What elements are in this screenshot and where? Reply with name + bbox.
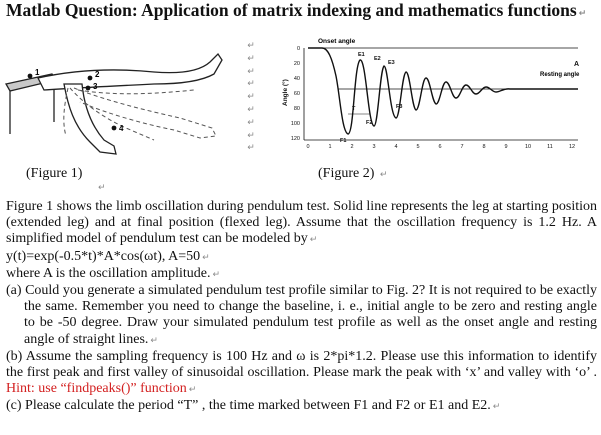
figure1-label-3: 3: [93, 82, 98, 91]
figure2-pendulum-trace: Angle (°) 0 20 40 60 80 100 120 0 1 2 3 …: [281, 38, 580, 150]
return-mark: ↵: [578, 9, 587, 19]
x-tick: 3: [372, 144, 375, 150]
figure1-caption: (Figure 1): [26, 166, 83, 181]
paragraph-description: Figure 1 shows the limb oscillation duri…: [6, 199, 597, 247]
x-tick: 11: [547, 144, 553, 150]
question-body: Figure 1 shows the limb oscillation duri…: [6, 199, 597, 416]
y-tick: 20: [294, 61, 300, 67]
y-tick: 80: [294, 106, 300, 112]
y-tick: 0: [297, 46, 300, 52]
y-tick: 120: [291, 136, 300, 142]
onset-angle-label: Onset angle: [318, 38, 356, 45]
label-F3: F3: [396, 104, 402, 110]
label-E2: E2: [374, 56, 381, 62]
return-mark: ↵: [98, 183, 106, 193]
label-F1: F1: [340, 138, 346, 144]
figure1-label-4: 4: [119, 124, 124, 133]
x-tick: 6: [438, 144, 441, 150]
return-mark-column: ↵ ↵ ↵ ↵ ↵ ↵ ↵ ↵ ↵: [247, 41, 255, 154]
x-tick: 10: [525, 144, 531, 150]
x-tick: 1: [328, 144, 331, 150]
x-tick: 12: [569, 144, 575, 150]
figure1-label-2: 2: [95, 70, 100, 79]
question-c: (c) Please calculate the period “T” , th…: [6, 398, 501, 414]
y-tick: 60: [294, 91, 300, 97]
x-tick: 4: [394, 144, 397, 150]
hint-text: Hint: use “findpeaks()” function: [6, 381, 187, 397]
y-tick: 40: [294, 76, 300, 82]
x-tick: 9: [504, 144, 507, 150]
x-tick: 8: [482, 144, 485, 150]
label-F2: F2: [366, 120, 372, 126]
paragraph-formula: y(t)=exp(-0.5*t)*A*cos(ωt), A=50 ↵: [6, 248, 210, 264]
x-tick: 7: [460, 144, 463, 150]
figure2-caption: (Figure 2) ↵: [318, 166, 388, 181]
y-tick: 100: [291, 121, 300, 127]
label-E3: E3: [388, 60, 395, 66]
resting-angle-label: Resting angle: [540, 72, 580, 78]
x-tick: 5: [416, 144, 419, 150]
question-a: (a) Could you generate a simulated pendu…: [6, 283, 597, 347]
question-b: (b) Assume the sampling frequency is 100…: [6, 348, 597, 397]
x-tick: 2: [350, 144, 353, 150]
label-A: A: [574, 61, 579, 68]
figure1-leg-illustration: 1 2 3 4: [4, 52, 223, 155]
paragraph-amplitude: where A is the oscillation amplitude. ↵: [6, 265, 221, 281]
question-title: Matlab Question: Application of matrix i…: [6, 0, 587, 20]
figure2-y-axis-label: Angle (°): [281, 79, 289, 106]
x-tick: 0: [306, 144, 309, 150]
label-E1: E1: [358, 52, 365, 58]
label-T: T: [352, 106, 356, 112]
figure1-label-1: 1: [35, 68, 40, 77]
